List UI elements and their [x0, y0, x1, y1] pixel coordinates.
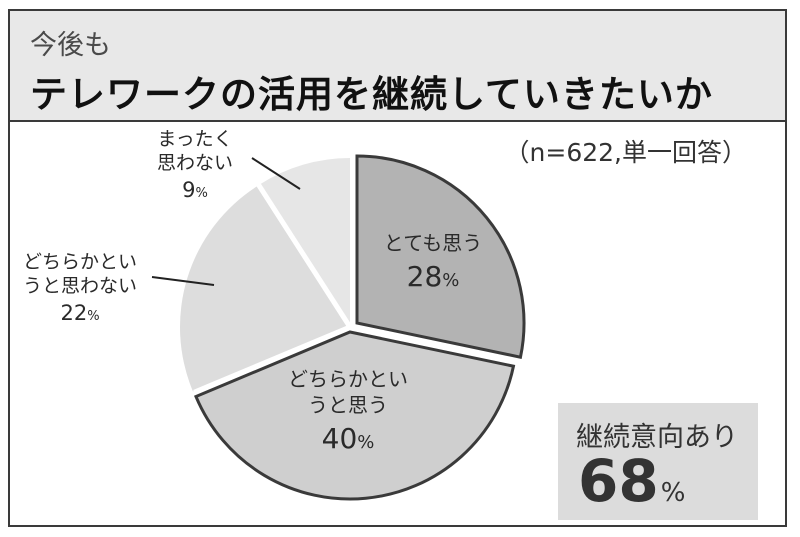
pie-slice	[180, 186, 347, 392]
header-band: 今後も テレワークの活用を継続していきたいか	[10, 11, 785, 122]
slice-value-label: 22%	[60, 301, 99, 325]
pie-slice	[355, 154, 526, 359]
slice-labels: とても思う28%どちらかというと思う40%どちらかというと思わない22%まったく…	[23, 128, 482, 455]
slice-category-label: まったく	[157, 128, 232, 150]
sample-size-note: （n=622,単一回答）	[504, 138, 747, 167]
slice-category-label: どちらかとい	[23, 251, 137, 273]
pie-slices	[180, 154, 526, 501]
leader-line	[151, 276, 215, 286]
summary-unit: %	[660, 478, 686, 508]
header-kicker: 今後も	[30, 30, 111, 61]
chart-frame: 今後も テレワークの活用を継続していきたいか （n=622,単一回答） 継続意向…	[8, 9, 787, 527]
slice-category-label: 思わない	[157, 152, 233, 174]
slice-separator	[256, 183, 353, 329]
slice-value-label: 9%	[182, 178, 208, 202]
chart-title: テレワークの活用を継続していきたいか	[30, 73, 713, 116]
summary-label: 継続意向あり	[576, 422, 738, 453]
slice-category-label: うと思う	[308, 393, 388, 417]
leader-lines	[151, 157, 301, 286]
summary-box: 継続意向あり 68%	[558, 403, 758, 520]
summary-value-line: 68%	[578, 447, 685, 515]
slice-value-label: 40%	[322, 422, 375, 455]
pie-slice	[194, 330, 516, 501]
pie-slice	[259, 158, 350, 325]
slice-value-label: 28%	[407, 260, 460, 293]
slice-category-label: うと思わない	[23, 275, 137, 297]
slice-category-label: とても思う	[384, 231, 482, 255]
slice-separators	[193, 183, 353, 395]
slice-category-label: どちらかとい	[288, 367, 408, 391]
leader-line	[251, 157, 301, 190]
summary-value: 68	[578, 447, 659, 515]
slice-separator	[193, 324, 351, 395]
